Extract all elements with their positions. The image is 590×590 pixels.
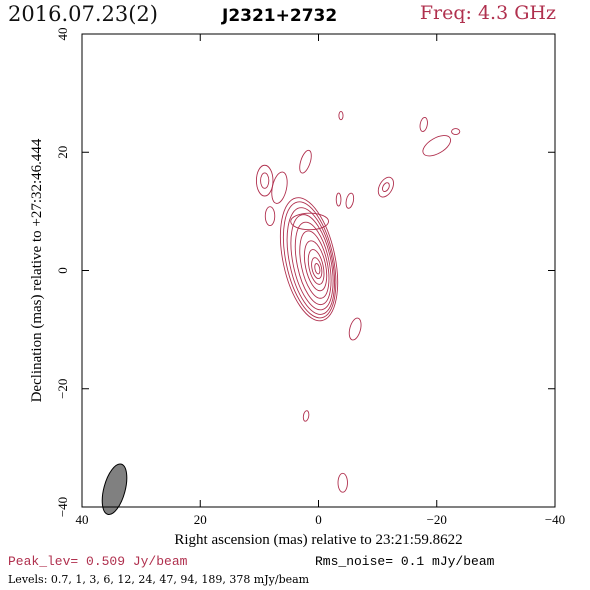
- jet-component-contour: [299, 149, 312, 174]
- jet-component-contour: [382, 182, 390, 192]
- frequency-label: Freq: 4.3 GHz: [419, 2, 556, 24]
- x-tick-label: 40: [76, 512, 89, 527]
- y-tick-label: −20: [55, 379, 70, 399]
- x-tick-label: 0: [315, 512, 322, 527]
- core-contour: [311, 257, 323, 280]
- core-contour: [290, 214, 334, 311]
- x-tick-label: −40: [545, 512, 565, 527]
- core-contour: [286, 207, 335, 315]
- contour-levels: Levels: 0.7, 1, 3, 6, 12, 24, 47, 94, 18…: [8, 573, 310, 586]
- y-tick-label: −40: [55, 497, 70, 517]
- jet-component-contour: [422, 135, 452, 157]
- jet-component-contour: [451, 128, 461, 135]
- jet-component-contour: [337, 472, 348, 493]
- jet-component-contour: [348, 317, 362, 341]
- contour-layer: [101, 111, 461, 516]
- beam-ellipse: [101, 463, 128, 516]
- jet-component-contour: [260, 172, 270, 189]
- core-contour: [307, 249, 325, 285]
- jet-component-contour: [264, 206, 276, 227]
- x-axis-label: Right ascension (mas) relative to 23:21:…: [174, 532, 462, 548]
- y-tick-label: 0: [55, 267, 70, 274]
- jet-component-contour: [271, 171, 288, 204]
- jet-component-contour: [302, 410, 310, 422]
- plot-frame: [81, 33, 556, 508]
- core-contour: [299, 230, 330, 299]
- y-tick-label: 20: [55, 146, 70, 159]
- rms-noise: Rms_noise= 0.1 mJy/beam: [315, 554, 495, 569]
- jet-component-contour: [419, 116, 428, 132]
- core-contour: [280, 197, 339, 322]
- jet-component-contour: [255, 164, 274, 197]
- x-tick-label: −20: [427, 512, 447, 527]
- jet-component-contour: [345, 192, 355, 209]
- y-axis-label: Declination (mas) relative to +27:32:46.…: [29, 138, 45, 402]
- peak-level: Peak_lev= 0.509 Jy/beam: [8, 554, 188, 569]
- x-tick-label: 20: [194, 512, 207, 527]
- axis-ticks: 40 20 0 −20 −40 −40 −20 0 20 40: [55, 28, 565, 528]
- observation-date: 2016.07.23(2): [8, 2, 158, 26]
- source-name: J2321+2732: [222, 6, 338, 26]
- core-contour: [282, 201, 337, 319]
- core-contour: [303, 240, 328, 292]
- jet-component-contour: [338, 111, 344, 121]
- jet-component-contour: [335, 192, 342, 207]
- jet-component-contour: [377, 176, 394, 198]
- y-tick-label: 40: [55, 28, 70, 41]
- core-contour: [314, 263, 321, 275]
- core-contour: [294, 221, 332, 306]
- jet-component-contour: [290, 212, 330, 231]
